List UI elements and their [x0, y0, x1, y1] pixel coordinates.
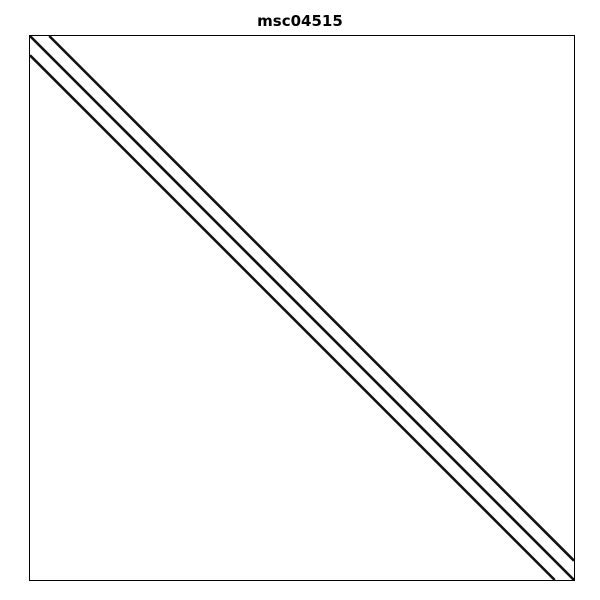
nonzero-band-3: [29, 54, 556, 581]
nonzero-band-1: [29, 35, 575, 581]
plot-title: msc04515: [257, 12, 343, 30]
band-group: [29, 35, 575, 581]
nonzero-band-2: [48, 35, 575, 562]
